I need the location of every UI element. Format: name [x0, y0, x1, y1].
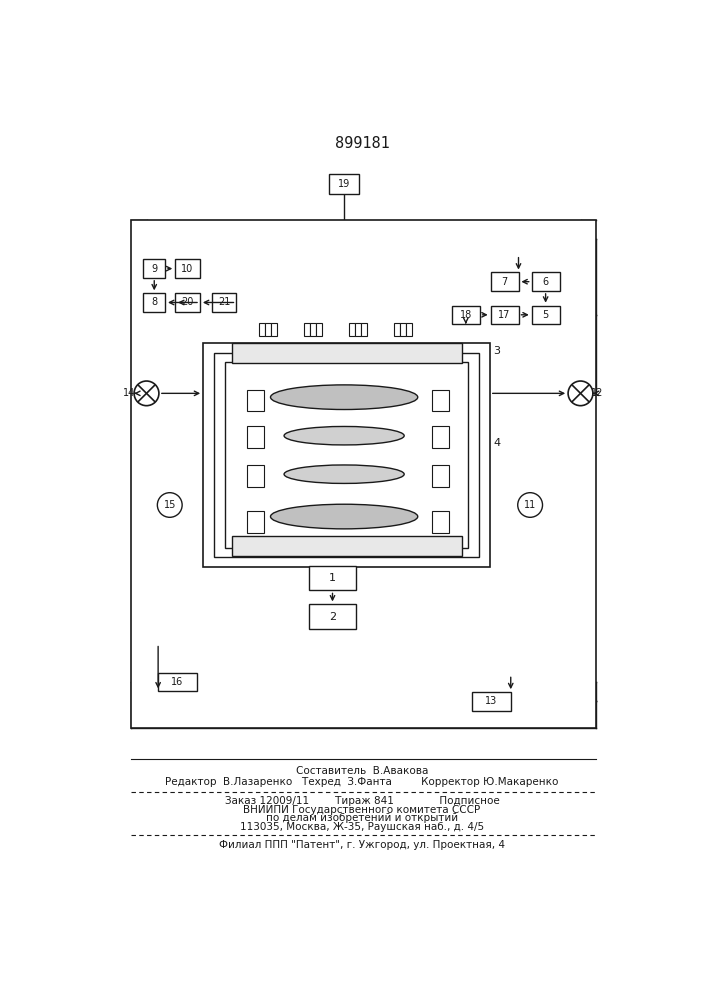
Ellipse shape	[284, 465, 404, 483]
Text: 17: 17	[498, 310, 510, 320]
Bar	[361, 323, 368, 336]
Circle shape	[518, 493, 542, 517]
Text: 8: 8	[151, 297, 158, 307]
Text: 18: 18	[460, 310, 472, 320]
Circle shape	[158, 493, 182, 517]
Text: 113035, Москва, Ж-35, Раушская наб., д. 4/5: 113035, Москва, Ж-35, Раушская наб., д. …	[240, 822, 484, 832]
Text: 21: 21	[218, 297, 230, 307]
Circle shape	[134, 381, 159, 406]
Text: 3: 3	[493, 346, 501, 356]
Text: 2: 2	[329, 612, 336, 622]
Text: Редактор  В.Лазаренко   Техред  З.Фанта         Корректор Ю.Макаренко: Редактор В.Лазаренко Техред З.Фанта Корр…	[165, 777, 559, 787]
Text: 9: 9	[151, 264, 158, 274]
Bar	[271, 323, 277, 336]
Text: 5: 5	[542, 310, 549, 320]
Bar	[203, 343, 490, 567]
Bar	[432, 426, 449, 448]
Bar	[532, 272, 559, 291]
Bar	[247, 389, 264, 411]
Bar	[144, 293, 165, 312]
Bar	[304, 323, 310, 336]
Bar	[472, 692, 510, 711]
Text: 14: 14	[123, 388, 136, 398]
Bar	[406, 323, 412, 336]
Text: Заказ 12009/11        Тираж 841              Подписное: Заказ 12009/11 Тираж 841 Подписное	[225, 796, 499, 806]
Text: 10: 10	[182, 264, 194, 274]
Text: Составитель  В.Авакова: Составитель В.Авакова	[296, 766, 428, 776]
Text: 13: 13	[485, 696, 498, 706]
Text: 19: 19	[338, 179, 350, 189]
Bar	[432, 465, 449, 487]
Bar	[432, 389, 449, 411]
Bar	[247, 465, 264, 487]
Bar	[309, 604, 356, 629]
Bar	[329, 174, 359, 194]
Bar	[175, 293, 200, 312]
Ellipse shape	[271, 504, 418, 529]
Bar	[309, 566, 356, 590]
Bar	[349, 323, 355, 336]
Text: 6: 6	[542, 277, 549, 287]
Circle shape	[568, 381, 593, 406]
Bar	[214, 353, 479, 557]
Bar	[175, 259, 200, 278]
Text: 16: 16	[171, 677, 184, 687]
Ellipse shape	[271, 385, 418, 410]
Bar	[400, 323, 406, 336]
Bar	[491, 272, 518, 291]
Text: 20: 20	[182, 297, 194, 307]
Bar	[259, 323, 265, 336]
Text: 4: 4	[493, 438, 501, 448]
Text: 11: 11	[524, 500, 536, 510]
Text: 1: 1	[329, 573, 336, 583]
Text: ВНИИПИ Государственного комитета СССР: ВНИИПИ Государственного комитета СССР	[243, 805, 481, 815]
Bar	[247, 426, 264, 448]
Bar	[144, 259, 165, 278]
Bar	[225, 362, 468, 548]
Bar	[247, 511, 264, 533]
Bar	[131, 220, 596, 728]
Text: 899181: 899181	[334, 136, 390, 151]
Bar	[232, 536, 462, 556]
Text: 15: 15	[163, 500, 176, 510]
Bar	[452, 306, 480, 324]
Bar	[394, 323, 400, 336]
Bar	[432, 511, 449, 533]
Bar	[265, 323, 271, 336]
Bar	[355, 323, 361, 336]
Bar	[158, 673, 197, 691]
Ellipse shape	[284, 426, 404, 445]
Bar	[310, 323, 316, 336]
Bar	[211, 293, 236, 312]
Bar	[491, 306, 518, 324]
Text: по делам изобретений и открытий: по делам изобретений и открытий	[266, 813, 458, 823]
Text: 7: 7	[501, 277, 508, 287]
Bar	[532, 306, 559, 324]
Text: Филиал ППП "Патент", г. Ужгород, ул. Проектная, 4: Филиал ППП "Патент", г. Ужгород, ул. Про…	[219, 840, 505, 850]
Bar	[232, 343, 462, 363]
Text: 12: 12	[591, 388, 604, 398]
Bar	[316, 323, 322, 336]
